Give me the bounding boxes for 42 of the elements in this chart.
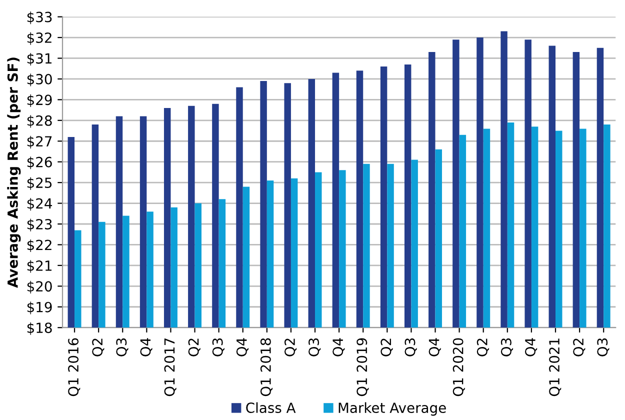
y-tick-label: $26 — [27, 156, 52, 170]
x-tick-label: Q2 — [284, 338, 297, 356]
x-tick-label: Q2 — [92, 338, 104, 356]
x-tick-label: Q4 — [524, 338, 538, 356]
y-tick-label: $24 — [27, 198, 52, 211]
x-tick-label: Q3 — [308, 338, 321, 356]
x-tick-label: Q3 — [212, 338, 224, 356]
y-tick-label: $28 — [27, 115, 52, 128]
y-tick-label: $27 — [27, 136, 52, 148]
y-axis-title: Average Asking Rent (per SF) — [7, 58, 21, 288]
x-tick-label: Q2 — [573, 338, 586, 356]
x-tick-label: Q3 — [116, 338, 128, 356]
y-tick-label: $21 — [27, 260, 52, 273]
x-tick-label: Q1 2019 — [356, 338, 369, 396]
x-tick-label: Q2 — [188, 338, 200, 356]
y-tick-label: $23 — [27, 218, 52, 232]
y-tick-label: $31 — [27, 52, 52, 66]
x-tick-label: Q1 2017 — [164, 338, 176, 396]
y-tick-label: $32 — [27, 32, 52, 45]
x-tick-label: Q1 2018 — [260, 338, 273, 396]
x-tick-label: Q3 — [500, 338, 514, 356]
y-tick-label: $20 — [27, 280, 52, 294]
x-tick-label: Q3 — [597, 338, 610, 356]
y-tick-label: $29 — [27, 94, 52, 107]
y-tick-label: $30 — [27, 74, 52, 86]
x-tick-label: Q4 — [140, 338, 152, 356]
y-tick-label: $18 — [27, 322, 52, 335]
x-tick-label: Q1 2021 — [549, 338, 562, 396]
x-tick-label: Q4 — [332, 338, 345, 356]
x-tick-label: Q2 — [476, 338, 489, 356]
y-tick-label: $22 — [27, 239, 52, 252]
x-tick-label: Q4 — [236, 338, 248, 356]
y-tick-label: $19 — [27, 302, 52, 314]
x-tick-label: Q4 — [428, 338, 441, 356]
y-tick-label: $33 — [27, 12, 52, 24]
legend-label: Market Average — [338, 402, 446, 416]
y-tick-label: $25 — [27, 177, 52, 190]
x-tick-label: Q1 2016 — [68, 338, 80, 396]
x-tick-label: Q1 2020 — [452, 338, 465, 396]
x-tick-label: Q3 — [404, 338, 417, 356]
x-tick-label: Q2 — [380, 338, 393, 356]
legend-label: Class A — [246, 402, 296, 414]
